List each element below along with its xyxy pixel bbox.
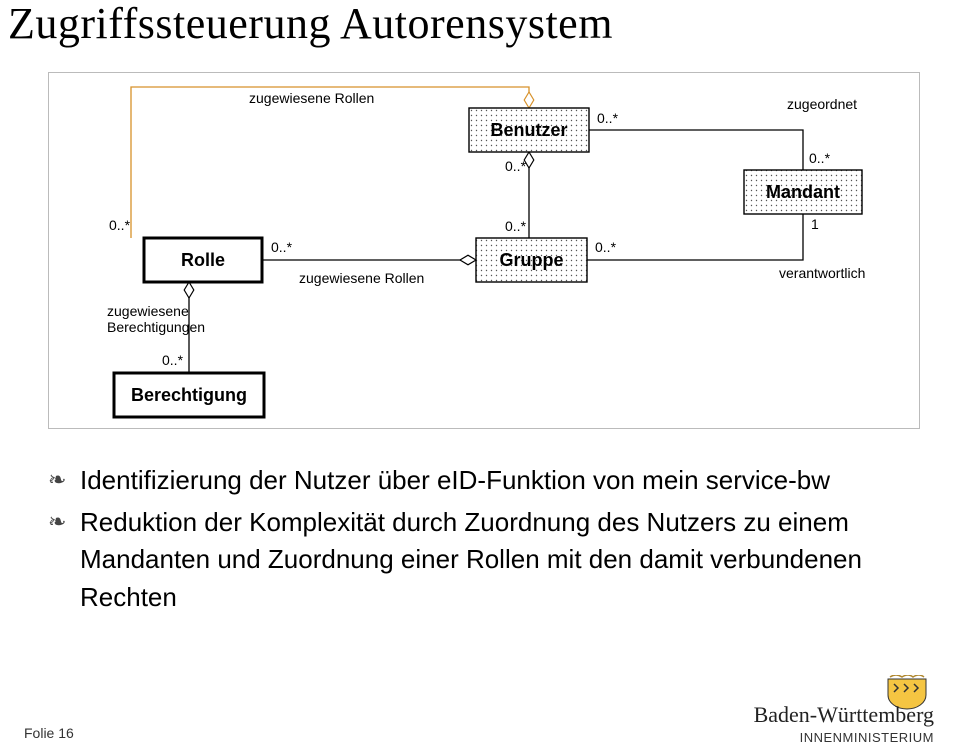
svg-text:0..*: 0..*: [505, 158, 527, 174]
svg-text:zugewiesene: zugewiesene: [107, 303, 189, 319]
svg-text:1: 1: [811, 216, 819, 232]
svg-text:Rolle: Rolle: [181, 250, 225, 270]
svg-text:Mandant: Mandant: [766, 182, 840, 202]
bullet-text: Reduktion der Komplexität durch Zuordnun…: [80, 504, 928, 617]
bullet-list: ❧Identifizierung der Nutzer über eID-Fun…: [48, 462, 928, 621]
svg-text:verantwortlich: verantwortlich: [779, 265, 865, 281]
svg-text:zugeordnet: zugeordnet: [787, 96, 857, 112]
svg-text:zugewiesene Rollen: zugewiesene Rollen: [299, 270, 424, 286]
page-title: Zugriffssteuerung Autorensystem: [8, 0, 613, 49]
svg-text:zugewiesene Rollen: zugewiesene Rollen: [249, 90, 374, 106]
bullet-text: Identifizierung der Nutzer über eID-Funk…: [80, 462, 830, 500]
svg-text:Gruppe: Gruppe: [499, 250, 563, 270]
ministry-name: INNENMINISTERIUM: [754, 730, 934, 745]
svg-text:0..*: 0..*: [505, 218, 527, 234]
uml-diagram: 0..* zugewiesene Rollen 0..* 0..* 0..* zugewi…: [48, 72, 920, 429]
svg-text:Berechtigungen: Berechtigungen: [107, 319, 205, 335]
bullet-icon: ❧: [48, 504, 80, 617]
svg-text:0..*: 0..*: [162, 352, 184, 368]
bullet-icon: ❧: [48, 462, 80, 500]
svg-text:0..*: 0..*: [271, 239, 293, 255]
svg-text:0..*: 0..*: [809, 150, 831, 166]
svg-text:0..*: 0..*: [597, 110, 619, 126]
svg-text:0..*: 0..*: [109, 217, 131, 233]
svg-text:Benutzer: Benutzer: [490, 120, 567, 140]
slide-number: Folie 16: [24, 725, 74, 741]
state-name: Baden-Württemberg: [754, 702, 934, 728]
svg-text:Berechtigung: Berechtigung: [131, 385, 247, 405]
svg-text:0..*: 0..*: [595, 239, 617, 255]
